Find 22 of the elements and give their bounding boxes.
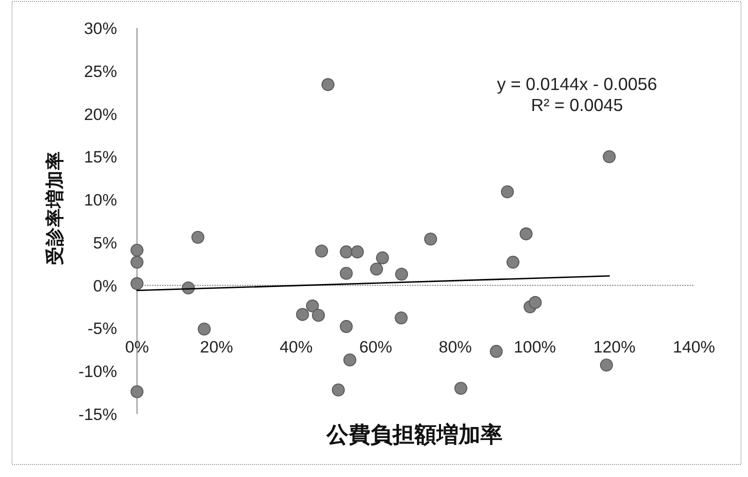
x-tick-label: 120% bbox=[593, 338, 636, 356]
y-axis-title: 受診率増加率 bbox=[44, 151, 65, 265]
y-tick-label: -5% bbox=[88, 320, 117, 338]
x-axis-title: 公費負担額増加率 bbox=[326, 422, 502, 447]
x-tick-label: 20% bbox=[200, 338, 234, 356]
annotation: y = 0.0144x - 0.0056 bbox=[497, 74, 658, 94]
y-tick-label: -15% bbox=[78, 406, 117, 424]
x-tick-label: 60% bbox=[359, 338, 392, 356]
x-tick-label: 80% bbox=[438, 338, 472, 356]
y-tick-label: 0% bbox=[93, 277, 117, 296]
y-tick-label: 10% bbox=[84, 192, 117, 210]
x-tick-label: 140% bbox=[672, 338, 716, 356]
x-tick-label: 100% bbox=[514, 338, 556, 356]
annotation: R² = 0.0045 bbox=[531, 95, 623, 115]
y-tick-label: 5% bbox=[93, 234, 117, 252]
y-tick-label: 20% bbox=[84, 106, 117, 124]
y-tick-label: -10% bbox=[78, 363, 117, 382]
x-tick-label: 40% bbox=[280, 338, 313, 356]
y-tick-label: 30% bbox=[84, 20, 117, 38]
x-tick-label: 0% bbox=[125, 338, 149, 356]
y-tick-label: 15% bbox=[84, 148, 117, 167]
y-tick-label: 25% bbox=[84, 62, 117, 81]
